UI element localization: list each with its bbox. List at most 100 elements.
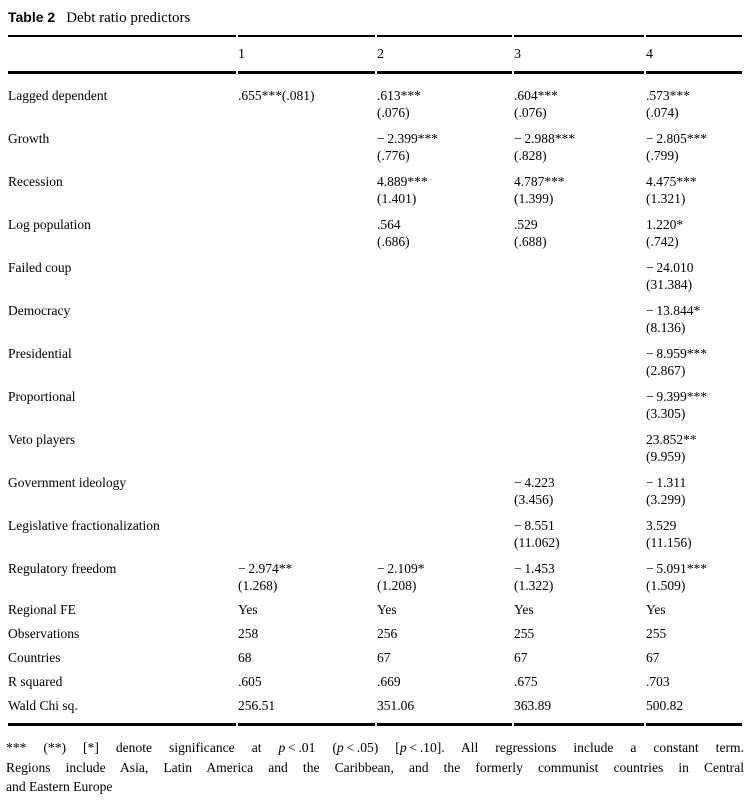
row-label: Observations	[8, 626, 80, 641]
coef-cell: 4.787*** (1.399)	[514, 164, 644, 207]
estimate-value: Yes	[238, 602, 258, 617]
estimate-value: .529	[514, 217, 538, 232]
coef-cell	[238, 422, 375, 465]
standard-error-value: (.688)	[514, 234, 547, 249]
coef-cell: 351.06	[377, 690, 512, 726]
coef-cell: .669	[377, 666, 512, 690]
coef-cell	[514, 336, 644, 379]
footnote-line: and Eastern Europe	[6, 777, 744, 797]
estimate-value: 4.787***	[514, 174, 565, 189]
estimate-value: .604***	[514, 88, 558, 103]
header-stub-cell	[8, 35, 236, 74]
coef-cell	[377, 422, 512, 465]
standard-error-value: (.742)	[646, 234, 679, 249]
estimate-value: Yes	[377, 602, 397, 617]
coef-cell: 23.852** (9.959)	[646, 422, 742, 465]
coef-cell: 256	[377, 618, 512, 642]
coef-cell	[377, 336, 512, 379]
estimate-value: − 13.844*	[646, 303, 701, 318]
table-row: Countries 68 67 67 67	[8, 642, 742, 666]
footnote-text: < .01 (	[285, 740, 337, 755]
p-value-symbol: p	[278, 740, 286, 755]
coef-cell: .675	[514, 666, 644, 690]
standard-error-value: (.076)	[514, 105, 547, 120]
table-footnote: *** (**) [*] denote significance at p < …	[6, 738, 744, 797]
coef-cell	[238, 121, 375, 164]
coef-cell	[377, 508, 512, 551]
estimate-value: 68	[238, 650, 252, 665]
estimate-value: 363.89	[514, 698, 552, 713]
coef-cell	[238, 465, 375, 508]
standard-error-value: (11.156)	[646, 535, 692, 550]
footnote-line: Regions include Asia, Latin America and …	[6, 758, 744, 778]
table-row: Regional FE Yes Yes Yes Yes	[8, 594, 742, 618]
coef-cell	[238, 164, 375, 207]
coef-cell: − 1.311 (3.299)	[646, 465, 742, 508]
estimate-value: .573***	[646, 88, 690, 103]
estimate-value: 500.82	[646, 698, 684, 713]
row-label: Regional FE	[8, 602, 76, 617]
coef-cell: − 2.988*** (.828)	[514, 121, 644, 164]
estimate-value: − 8.959***	[646, 346, 707, 361]
footnote-text: and Eastern Europe	[6, 779, 113, 794]
table-row: Wald Chi sq. 256.51 351.06 363.89 500.82	[8, 690, 742, 726]
row-label: Countries	[8, 650, 61, 665]
coef-cell: − 1.453 (1.322)	[514, 551, 644, 594]
row-label: Presidential	[8, 346, 72, 361]
coef-cell	[238, 508, 375, 551]
estimate-value: 256	[377, 626, 398, 641]
table-row: Regulatory freedom − 2.974** (1.268) − 2.10…	[8, 551, 742, 594]
table-row: Democracy − 13.844* (8.136)	[8, 293, 742, 336]
estimate-value: 255	[646, 626, 667, 641]
coef-cell	[514, 250, 644, 293]
table-row: R squared .605 .669 .675 .703	[8, 666, 742, 690]
coef-cell: 67	[646, 642, 742, 666]
standard-error-value: (1.509)	[646, 578, 686, 593]
coef-cell: − 13.844* (8.136)	[646, 293, 742, 336]
standard-error-value: (3.456)	[514, 492, 554, 507]
table-number: Table 2	[8, 9, 56, 25]
table-row: Growth − 2.399*** (.776) − 2.988*** (.828) − …	[8, 121, 742, 164]
table-row: Observations 258 256 255 255	[8, 618, 742, 642]
row-label: Government ideology	[8, 475, 127, 490]
table-row: Recession 4.889*** (1.401) 4.787*** (1.399) 4…	[8, 164, 742, 207]
estimate-value: − 24.010	[646, 260, 694, 275]
coef-cell	[238, 336, 375, 379]
standard-error-value: (.828)	[514, 148, 547, 163]
estimate-value: .655***(.081)	[238, 88, 315, 103]
coef-cell: .703	[646, 666, 742, 690]
row-label: Democracy	[8, 303, 71, 318]
standard-error-value: (2.867)	[646, 363, 686, 378]
footnote-line: *** (**) [*] denote significance at p < …	[6, 738, 744, 758]
estimate-value: .703	[646, 674, 670, 689]
coef-cell: Yes	[646, 594, 742, 618]
row-label: Recession	[8, 174, 63, 189]
coef-cell	[238, 207, 375, 250]
coef-cell	[377, 250, 512, 293]
coef-cell	[514, 422, 644, 465]
standard-error-value: (.776)	[377, 148, 410, 163]
coef-cell: .604*** (.076)	[514, 74, 644, 121]
table-caption: Debt ratio predictors	[66, 10, 191, 26]
standard-error-value: (1.208)	[377, 578, 417, 593]
coef-cell	[377, 379, 512, 422]
footnote-text: Regions include Asia, Latin America and …	[6, 759, 744, 775]
row-label: Failed coup	[8, 260, 72, 275]
row-label: Log population	[8, 217, 91, 232]
estimate-value: − 9.399***	[646, 389, 707, 404]
estimate-value: 3.529	[646, 518, 677, 533]
p-value-symbol: p	[399, 740, 407, 755]
table-row: Veto players 23.852** (9.959)	[8, 422, 742, 465]
row-label: R squared	[8, 674, 63, 689]
row-label: Lagged dependent	[8, 88, 108, 103]
standard-error-value: (.074)	[646, 105, 679, 120]
row-label: Growth	[8, 131, 50, 146]
footnote-text: < .10]. All regressions include a consta…	[406, 740, 744, 755]
standard-error-value: (8.136)	[646, 320, 686, 335]
standard-error-value: (.076)	[377, 105, 410, 120]
coef-cell: − 2.109* (1.208)	[377, 551, 512, 594]
footnote-text: < .05) [	[343, 740, 400, 755]
estimate-value: − 8.551	[514, 518, 555, 533]
coef-cell: Yes	[377, 594, 512, 618]
